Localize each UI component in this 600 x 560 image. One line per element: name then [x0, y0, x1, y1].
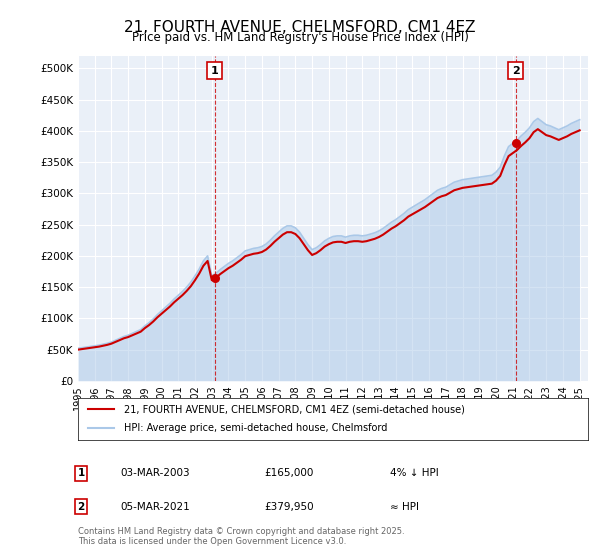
- Text: £165,000: £165,000: [264, 468, 313, 478]
- Text: ≈ HPI: ≈ HPI: [390, 502, 419, 512]
- Text: 21, FOURTH AVENUE, CHELMSFORD, CM1 4EZ (semi-detached house): 21, FOURTH AVENUE, CHELMSFORD, CM1 4EZ (…: [124, 404, 465, 414]
- Text: £379,950: £379,950: [264, 502, 314, 512]
- Point: [210, 273, 220, 282]
- Text: 2: 2: [512, 66, 520, 76]
- Text: 21, FOURTH AVENUE, CHELMSFORD, CM1 4EZ: 21, FOURTH AVENUE, CHELMSFORD, CM1 4EZ: [124, 20, 476, 35]
- Text: 2: 2: [77, 502, 85, 512]
- Text: 1: 1: [77, 468, 85, 478]
- Text: 05-MAR-2021: 05-MAR-2021: [120, 502, 190, 512]
- Text: 03-MAR-2003: 03-MAR-2003: [120, 468, 190, 478]
- Text: HPI: Average price, semi-detached house, Chelmsford: HPI: Average price, semi-detached house,…: [124, 423, 387, 433]
- Text: Price paid vs. HM Land Registry's House Price Index (HPI): Price paid vs. HM Land Registry's House …: [131, 31, 469, 44]
- Text: Contains HM Land Registry data © Crown copyright and database right 2025.
This d: Contains HM Land Registry data © Crown c…: [78, 526, 404, 546]
- Text: 4% ↓ HPI: 4% ↓ HPI: [390, 468, 439, 478]
- Text: 1: 1: [211, 66, 218, 76]
- Point: [511, 139, 520, 148]
